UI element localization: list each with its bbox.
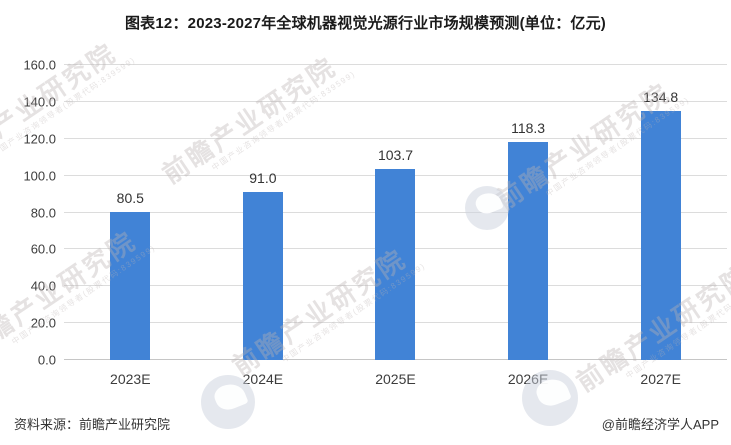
x-axis-category-label: 2024E [242, 371, 284, 387]
bars-container: 80.5 91.0 103.7 118.3 134.8 [64, 65, 727, 360]
credit-note: @前瞻经济学人APP [601, 417, 719, 432]
gridline [64, 137, 727, 139]
bar-slot: 134.8 [594, 65, 727, 360]
bar-2025E [375, 168, 416, 360]
y-axis: 0.0 20.0 40.0 60.0 80.0 100.0 120.0 140.0 160.0 [0, 59, 56, 367]
y-axis-tick-label: 100.0 [23, 168, 56, 184]
bar-slot: 80.5 [64, 65, 197, 360]
y-axis-tick-label: 40.0 [30, 278, 56, 294]
gridline [64, 64, 727, 65]
x-axis-category-label: 2027E [640, 371, 681, 387]
bar-2023E [110, 211, 151, 360]
bar-2026E [508, 141, 549, 360]
bar-slot: 118.3 [462, 65, 595, 360]
bar-slot: 91.0 [197, 65, 330, 360]
source-note: 资料来源：前瞻产业研究院 [14, 417, 171, 432]
plot-area: 80.5 91.0 103.7 118.3 134.8 [64, 64, 727, 360]
y-axis-tick-label: 80.0 [30, 205, 56, 220]
y-axis-tick-label: 60.0 [30, 241, 56, 257]
bar-value-label: 91.0 [249, 170, 277, 187]
bar-value-label: 118.3 [511, 119, 546, 136]
bar-2024E [242, 192, 283, 360]
x-axis: 2023E 2024E 2025E 2026E 2027E [64, 371, 727, 387]
y-axis-tick-label: 140.0 [23, 94, 56, 110]
x-axis-category-label: 2025E [375, 371, 416, 387]
bar-2027E [640, 111, 681, 360]
x-axis-category-label: 2023E [110, 371, 151, 387]
y-axis-tick-label: 120.0 [23, 131, 56, 147]
y-axis-tick-label: 0.0 [37, 352, 56, 368]
chart-title: 图表12：2023-2027年全球机器视觉光源行业市场规模预测(单位：亿元) [124, 15, 606, 32]
y-axis-tick-label: 160.0 [23, 57, 56, 73]
bar-value-label: 80.5 [116, 189, 144, 206]
x-axis-category-label: 2026E [507, 371, 549, 387]
gridline [64, 100, 727, 102]
bar-value-label: 134.8 [643, 89, 679, 106]
bar-slot: 103.7 [329, 65, 462, 360]
y-axis-tick-label: 20.0 [30, 315, 56, 331]
bar-value-label: 103.7 [377, 146, 414, 163]
